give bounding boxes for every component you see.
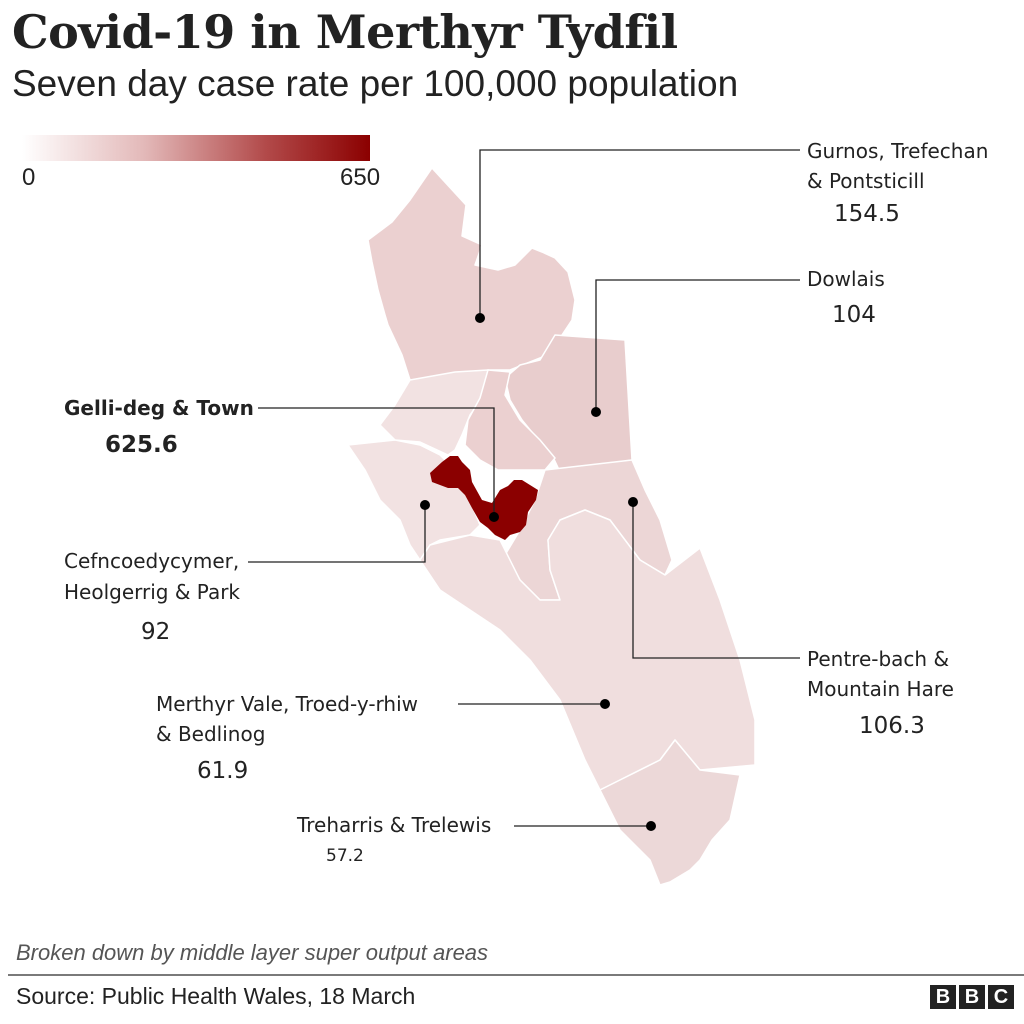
leader-line-pentre-bach [632, 502, 800, 659]
marker-gelli-deg [489, 512, 499, 522]
region-treharris[interactable] [599, 739, 741, 886]
region-gelli-deg[interactable] [430, 456, 538, 540]
label-treharris: Treharris & Trelewis [297, 813, 492, 837]
value-gelli-deg: 625.6 [105, 432, 178, 458]
value-dowlais: 104 [832, 302, 876, 328]
value-treharris: 57.2 [326, 846, 364, 866]
chart-title: Covid-19 in Merthyr Tydfil [12, 5, 678, 59]
chart-subtitle: Seven day case rate per 100,000 populati… [12, 63, 739, 104]
leader-line-gurnos [479, 149, 800, 318]
label-merthyr-vale-line2: & Bedlinog [156, 722, 266, 746]
label-gurnos-line2: & Pontsticill [807, 169, 925, 193]
label-pentre-bach-line2: Mountain Hare [807, 677, 954, 701]
bbc-logo-letter: B [959, 985, 985, 1009]
label-merthyr-vale-line1: Merthyr Vale, Troed-y-rhiw [156, 692, 419, 716]
leader-line-gelli-deg [258, 407, 495, 517]
legend-gradient-bar [22, 135, 370, 161]
region-merthyr-vale[interactable] [419, 509, 756, 791]
legend-min-label: 0 [22, 164, 36, 191]
leader-line-cefncoedycymer [248, 505, 426, 563]
marker-cefncoedycymer [420, 500, 430, 510]
value-cefncoedycymer: 92 [141, 619, 171, 645]
marker-treharris [646, 821, 656, 831]
region-central[interactable] [464, 369, 556, 471]
label-gurnos-line1: Gurnos, Trefechan [807, 139, 989, 163]
footer-divider [8, 974, 1024, 976]
bbc-logo-letter: B [930, 985, 956, 1009]
value-pentre-bach: 106.3 [859, 713, 925, 739]
label-gelli-deg: Gelli-deg & Town [64, 396, 254, 420]
legend-max-label: 650 [340, 164, 381, 191]
value-gurnos: 154.5 [834, 201, 900, 227]
region-gurnos[interactable] [367, 167, 576, 386]
marker-dowlais [591, 407, 601, 417]
label-cefncoedycymer-line1: Cefncoedycymer, [64, 549, 240, 573]
value-merthyr-vale: 61.9 [197, 758, 249, 784]
marker-pentre-bach [628, 497, 638, 507]
label-dowlais: Dowlais [807, 267, 885, 291]
source-text: Source: Public Health Wales, 18 March [16, 983, 416, 1009]
footnote: Broken down by middle layer super output… [16, 940, 489, 965]
bbc-logo-letter: C [988, 985, 1014, 1009]
label-pentre-bach-line1: Pentre-bach & [807, 647, 950, 671]
marker-merthyr-vale [600, 699, 610, 709]
leader-line-dowlais [595, 279, 800, 412]
marker-gurnos [475, 313, 485, 323]
label-cefncoedycymer-line2: Heolgerrig & Park [64, 580, 241, 604]
bbc-logo: B B C [930, 985, 1014, 1009]
